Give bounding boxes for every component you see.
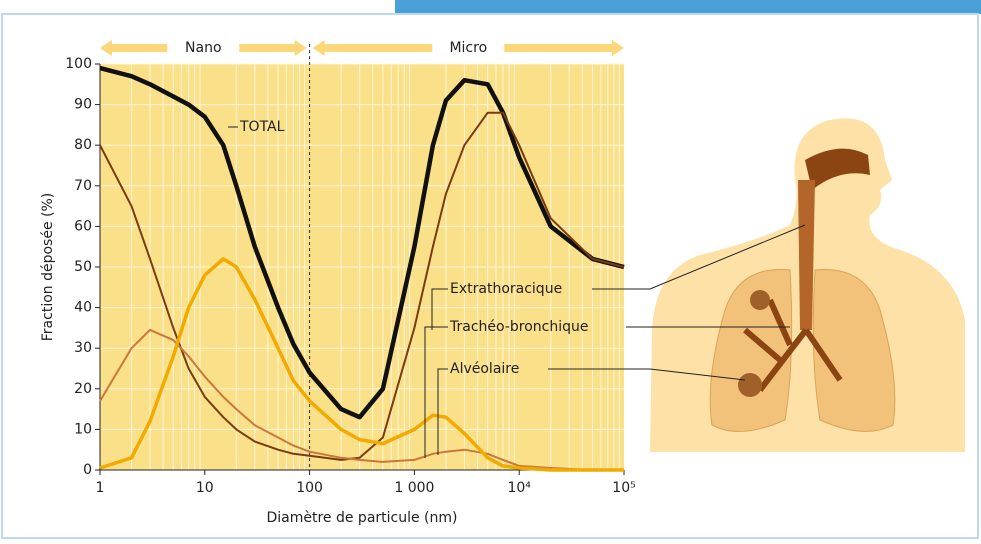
y-tick-label: 30 <box>74 340 92 356</box>
y-tick-label: 60 <box>74 218 92 234</box>
x-tick-label: 1 000 <box>394 480 434 496</box>
y-tick-label: 90 <box>74 97 92 113</box>
series-label: Alvéolaire <box>450 361 519 377</box>
region-label: Micro <box>449 40 487 56</box>
x-tick-label: 10⁵ <box>612 480 635 496</box>
region-label: Nano <box>185 40 222 56</box>
x-axis-label: Diamètre de particule (nm) <box>266 510 457 526</box>
y-tick-label: 70 <box>74 178 92 194</box>
series-label: TOTAL <box>239 119 285 135</box>
x-tick-label: 10 <box>196 480 214 496</box>
y-axis-label: Fraction déposée (%) <box>40 193 56 341</box>
series-label: Extrathoracique <box>450 281 562 297</box>
y-tick-label: 80 <box>74 137 92 153</box>
header-bar <box>395 0 981 14</box>
y-tick-label: 20 <box>74 381 92 397</box>
alveoli <box>750 290 770 310</box>
x-tick-label: 1 <box>96 480 105 496</box>
x-tick-label: 100 <box>296 480 323 496</box>
y-tick-label: 0 <box>83 462 92 478</box>
y-tick-label: 100 <box>65 56 92 72</box>
page: NanoMicro01020304050607080901001101001 0… <box>0 0 981 544</box>
x-tick-label: 10⁴ <box>507 480 531 496</box>
y-tick-label: 40 <box>74 300 92 316</box>
alveoli <box>738 373 762 397</box>
series-label: Trachéo-bronchique <box>449 319 589 335</box>
y-tick-label: 50 <box>74 259 92 275</box>
chart: NanoMicro01020304050607080901001101001 0… <box>0 0 981 540</box>
y-tick-label: 10 <box>74 421 92 437</box>
